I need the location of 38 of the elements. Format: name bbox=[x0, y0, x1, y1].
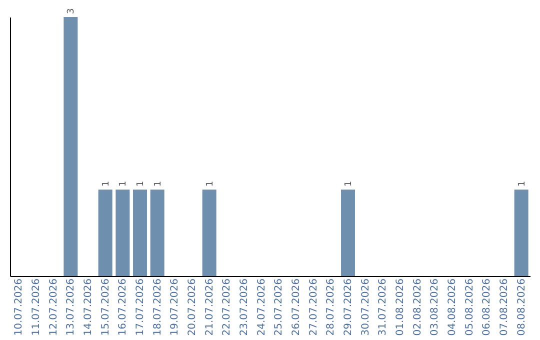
x-tick-label: 11.07.2026 bbox=[31, 278, 42, 336]
x-tick-label: 07.08.2026 bbox=[499, 278, 510, 336]
x-tick-label: 13.07.2026 bbox=[66, 278, 77, 336]
x-tick-label: 02.08.2026 bbox=[412, 278, 424, 336]
x-tick-label: 14.07.2026 bbox=[83, 278, 94, 336]
x-tick-label: 03.08.2026 bbox=[430, 278, 441, 336]
x-tick-label: 25.07.2026 bbox=[274, 278, 285, 336]
x-tick-label: 08.08.2026 bbox=[516, 278, 528, 336]
x-tick-label: 10.07.2026 bbox=[14, 278, 25, 336]
data-label: 1 bbox=[517, 180, 528, 187]
x-tick-label: 01.08.2026 bbox=[395, 278, 406, 336]
data-label: 1 bbox=[205, 180, 216, 187]
x-tick-label: 06.08.2026 bbox=[482, 278, 493, 336]
x-tick-label: 30.07.2026 bbox=[360, 278, 372, 336]
data-label: 1 bbox=[136, 180, 146, 187]
data-label: 1 bbox=[153, 180, 164, 187]
x-tick-label: 22.07.2026 bbox=[222, 278, 233, 336]
x-tick-label: 24.07.2026 bbox=[256, 278, 268, 336]
x-tick-label: 26.07.2026 bbox=[291, 278, 302, 336]
x-tick-label: 15.07.2026 bbox=[100, 278, 112, 336]
x-tick-label: 27.07.2026 bbox=[308, 278, 320, 336]
x-tick-label: 29.07.2026 bbox=[343, 278, 354, 336]
x-tick-label: 04.08.2026 bbox=[447, 278, 458, 336]
data-label: 1 bbox=[344, 180, 354, 187]
x-tick-label: 16.07.2026 bbox=[118, 278, 129, 336]
x-tick-label: 21.07.2026 bbox=[204, 278, 216, 336]
x-tick-label: 23.07.2026 bbox=[239, 278, 250, 336]
data-label: 1 bbox=[118, 180, 129, 187]
data-label: 1 bbox=[101, 180, 112, 187]
x-tick-label: 05.08.2026 bbox=[464, 278, 476, 336]
x-tick-label: 18.07.2026 bbox=[152, 278, 164, 336]
x-tick-label: 12.07.2026 bbox=[48, 278, 60, 336]
data-label: 3 bbox=[66, 8, 77, 14]
x-tick-label: 31.07.2026 bbox=[378, 278, 389, 336]
x-tick-label: 17.07.2026 bbox=[135, 278, 146, 336]
x-tick-label: 28.07.2026 bbox=[326, 278, 337, 336]
x-tick-label: 20.07.2026 bbox=[187, 278, 198, 336]
x-tick-label: 19.07.2026 bbox=[170, 278, 181, 336]
